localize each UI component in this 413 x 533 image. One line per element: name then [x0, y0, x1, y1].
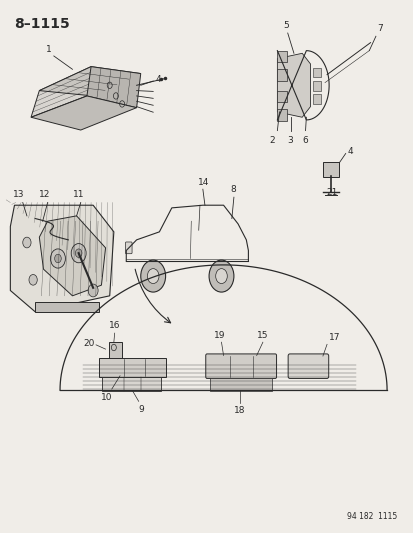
Text: 4: 4	[347, 147, 353, 156]
Text: 18: 18	[234, 406, 245, 415]
FancyBboxPatch shape	[209, 378, 271, 391]
FancyBboxPatch shape	[287, 354, 328, 378]
Circle shape	[75, 249, 82, 257]
Polygon shape	[10, 205, 114, 312]
Text: 21: 21	[326, 188, 337, 197]
Polygon shape	[39, 216, 105, 296]
Text: 17: 17	[328, 333, 340, 342]
Text: 8: 8	[230, 185, 235, 194]
FancyBboxPatch shape	[102, 377, 161, 391]
Text: 2: 2	[269, 136, 275, 146]
Circle shape	[88, 284, 98, 297]
Polygon shape	[87, 67, 140, 108]
Circle shape	[140, 260, 165, 292]
Text: 8–1115: 8–1115	[14, 17, 70, 31]
Polygon shape	[277, 53, 310, 117]
Text: 16: 16	[109, 321, 120, 330]
Polygon shape	[31, 67, 91, 117]
Circle shape	[55, 254, 61, 263]
FancyBboxPatch shape	[312, 81, 320, 91]
Text: 10: 10	[101, 393, 112, 402]
FancyBboxPatch shape	[125, 242, 132, 254]
FancyBboxPatch shape	[35, 302, 99, 312]
Circle shape	[29, 274, 37, 285]
Polygon shape	[31, 96, 136, 130]
Text: 15: 15	[256, 330, 268, 340]
Circle shape	[147, 269, 159, 284]
Text: 4: 4	[155, 76, 161, 84]
Text: 9: 9	[138, 405, 143, 414]
Text: 5: 5	[283, 21, 289, 30]
Text: 12: 12	[38, 190, 50, 199]
FancyBboxPatch shape	[98, 358, 166, 377]
FancyBboxPatch shape	[276, 69, 286, 81]
Text: 3: 3	[287, 136, 293, 146]
FancyBboxPatch shape	[312, 68, 320, 77]
Text: 7: 7	[377, 24, 382, 33]
Text: 19: 19	[213, 330, 225, 340]
FancyBboxPatch shape	[276, 51, 286, 62]
Circle shape	[23, 237, 31, 248]
FancyBboxPatch shape	[205, 354, 276, 378]
Text: 20: 20	[84, 340, 95, 348]
Text: 11: 11	[73, 190, 85, 199]
Polygon shape	[39, 67, 140, 96]
Text: 6: 6	[302, 136, 308, 146]
Text: 14: 14	[198, 177, 209, 187]
Circle shape	[71, 244, 86, 263]
Circle shape	[209, 260, 233, 292]
FancyBboxPatch shape	[322, 162, 339, 177]
FancyBboxPatch shape	[109, 342, 121, 364]
FancyBboxPatch shape	[312, 94, 320, 104]
Circle shape	[215, 269, 227, 284]
Text: 1: 1	[46, 45, 52, 54]
Text: 94 182  1115: 94 182 1115	[347, 512, 396, 521]
Circle shape	[50, 249, 65, 268]
FancyBboxPatch shape	[276, 91, 286, 102]
FancyBboxPatch shape	[276, 109, 286, 121]
Text: 13: 13	[13, 190, 24, 199]
